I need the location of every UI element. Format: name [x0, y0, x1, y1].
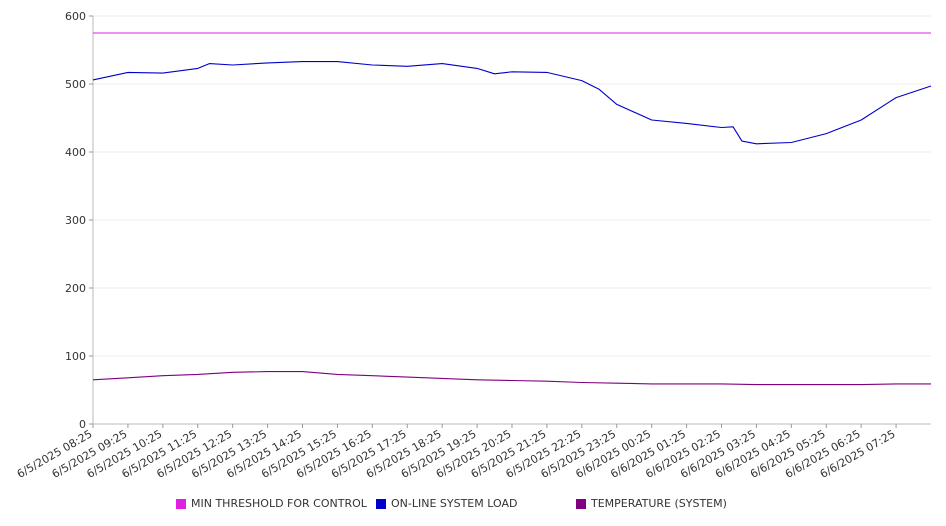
y-tick-label-0: 0 — [79, 418, 86, 431]
grid-lines — [93, 15, 931, 357]
legend-label-min-threshold: MIN THRESHOLD FOR CONTROL — [191, 497, 367, 510]
series-line-temperature-system — [92, 371, 931, 386]
y-tick-label-500: 500 — [65, 78, 86, 91]
series-lines — [92, 32, 932, 386]
legend-label-temperature-system: TEMPERATURE (SYSTEM) — [591, 497, 727, 510]
series-line-on-line-system-load — [92, 61, 932, 145]
legend-item-online-system-load[interactable]: ON-LINE SYSTEM LOAD — [376, 497, 517, 510]
legend-item-temperature-system[interactable]: TEMPERATURE (SYSTEM) — [576, 497, 727, 510]
legend-swatch-min-threshold — [176, 498, 186, 509]
y-tick-label-100: 100 — [65, 350, 86, 363]
legend-item-min-threshold[interactable]: MIN THRESHOLD FOR CONTROL — [176, 497, 367, 510]
legend-label-online-system-load: ON-LINE SYSTEM LOAD — [391, 497, 518, 510]
y-tick-label-300: 300 — [65, 214, 86, 227]
legend-swatch-online-system-load — [376, 498, 386, 509]
y-tick-label-600: 600 — [65, 10, 86, 23]
legend-swatch-temperature-system — [576, 498, 586, 509]
x-axis-ticks: 6/5/2025 08:256/5/2025 09:256/5/2025 10:… — [15, 424, 898, 481]
legend: MIN THRESHOLD FOR CONTROL ON-LINE SYSTEM… — [0, 497, 946, 517]
y-axis-ticks: 0 100 200 300 400 500 600 — [65, 10, 93, 431]
y-tick-label-400: 400 — [65, 146, 86, 159]
y-tick-label-200: 200 — [65, 282, 86, 295]
